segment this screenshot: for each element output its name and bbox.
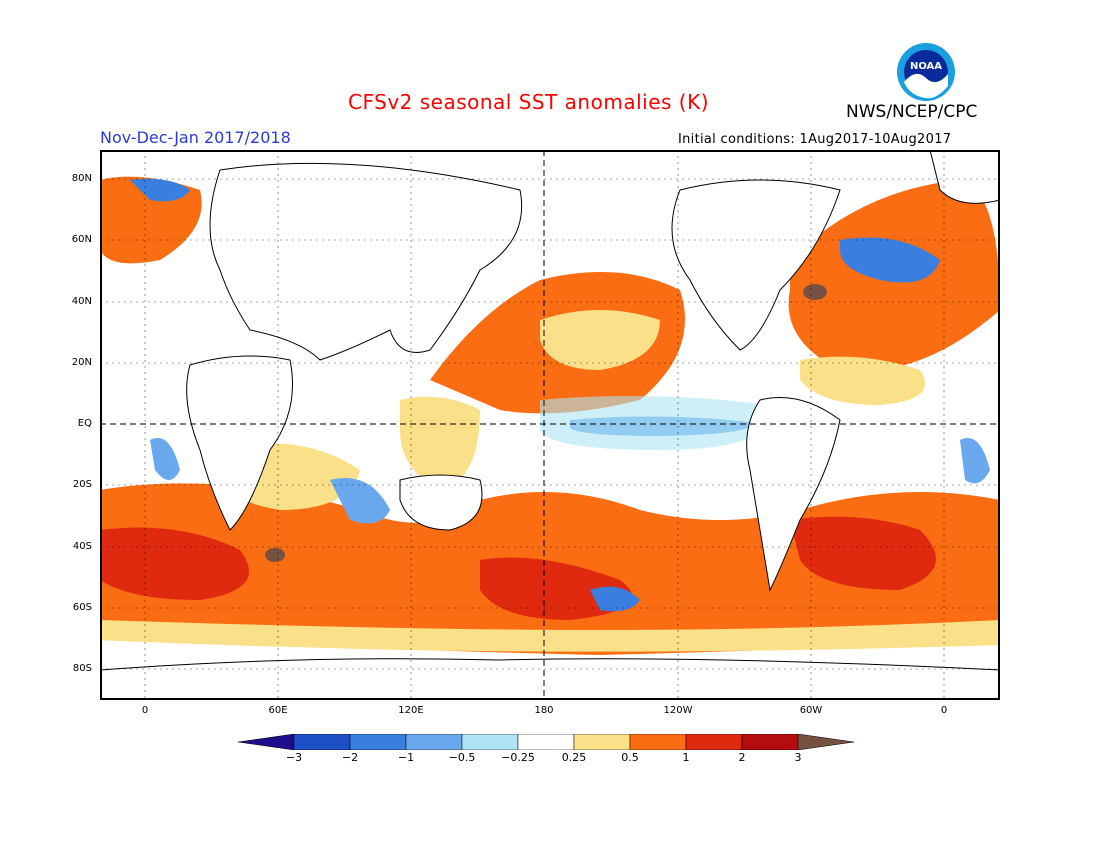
- lat-label: 60S: [72, 602, 92, 613]
- noaa-logo: NOAA: [897, 43, 955, 101]
- colorbar-segment: [461, 734, 519, 750]
- colorbar-segment: [349, 734, 407, 750]
- org-label: NWS/NCEP/CPC: [846, 102, 978, 122]
- south-america: [746, 397, 841, 592]
- colorbar-label: 3: [794, 751, 802, 764]
- lon-label: 60W: [799, 705, 823, 716]
- africa: [186, 355, 293, 531]
- chart-title: CFSv2 seasonal SST anomalies (K): [348, 90, 709, 114]
- colorbar-segment: [573, 734, 631, 750]
- map-frame: [100, 150, 1000, 700]
- north-america: [671, 179, 841, 351]
- colorbar-label: 2: [738, 751, 746, 764]
- colorbar-segment: [517, 734, 575, 750]
- lat-label: 80N: [71, 173, 92, 184]
- season-label: Nov-Dec-Jan 2017/2018: [100, 128, 291, 147]
- southern-ocean-strong: [480, 557, 633, 620]
- lon-label: 120W: [663, 705, 693, 716]
- eurasia: [209, 162, 523, 361]
- lat-label: 80S: [72, 663, 92, 674]
- lon-label: 0: [940, 705, 948, 716]
- colorbar: [238, 734, 855, 750]
- lat-label: EQ: [77, 418, 92, 429]
- sst-anomaly-map: [100, 150, 1000, 700]
- lon-label: 60E: [268, 705, 288, 716]
- lat-label: 20N: [71, 357, 92, 368]
- colorbar-segment: [405, 734, 463, 750]
- colorbar-label: −2: [341, 751, 359, 764]
- australia: [399, 474, 483, 531]
- lon-label: 0: [141, 705, 149, 716]
- colorbar-segment: [629, 734, 687, 750]
- lat-label: 60N: [71, 234, 92, 245]
- colorbar-label: 0.5: [621, 751, 639, 764]
- lat-label: 40S: [72, 541, 92, 552]
- lon-label: 180: [534, 705, 554, 716]
- colorbar-label: −3: [285, 751, 303, 764]
- colorbar-label: −0.5: [448, 751, 476, 764]
- antarctica: [100, 658, 1000, 700]
- colorbar-segment: [741, 734, 799, 750]
- graticule: [100, 150, 1000, 700]
- colorbar-label: −1: [397, 751, 415, 764]
- colorbar-segment: [797, 734, 855, 750]
- colorbar-label: 1: [682, 751, 690, 764]
- continents: [100, 150, 1000, 700]
- colorbar-label: 0.25: [561, 751, 587, 764]
- lat-label: 20S: [72, 479, 92, 490]
- colorbar-segment: [293, 734, 351, 750]
- initial-conditions-label: Initial conditions: 1Aug2017-10Aug2017: [678, 132, 952, 147]
- noaa-logo-text: NOAA: [910, 61, 942, 72]
- lat-label: 40N: [71, 296, 92, 307]
- colorbar-segment: [238, 734, 295, 750]
- colorbar-segment: [685, 734, 743, 750]
- colorbar-label: −0.25: [501, 751, 535, 764]
- lon-label: 120E: [398, 705, 424, 716]
